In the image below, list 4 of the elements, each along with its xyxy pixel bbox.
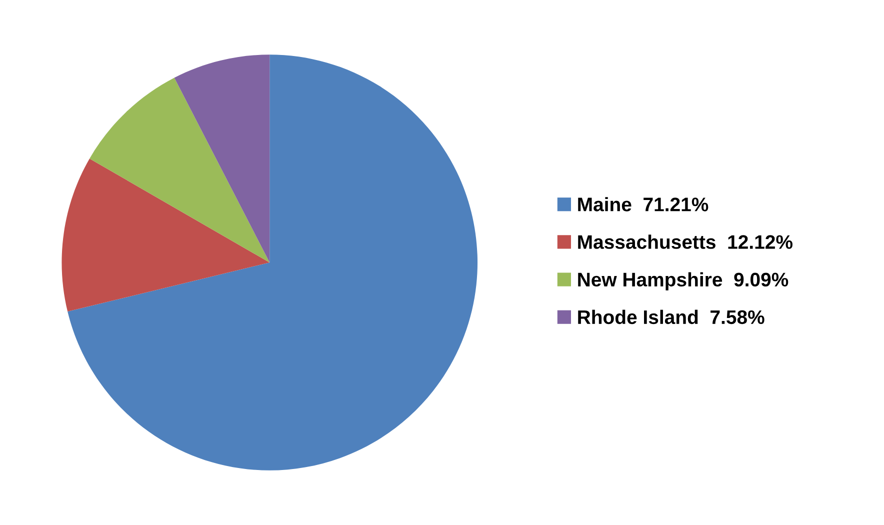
- legend-label: Rhode Island 7.58%: [578, 310, 764, 324]
- legend-label: Massachusetts 12.12%: [578, 234, 792, 249]
- legend-label: New Hampshire 9.09%: [578, 272, 788, 290]
- legend-label: Maine 71.21%: [578, 197, 708, 212]
